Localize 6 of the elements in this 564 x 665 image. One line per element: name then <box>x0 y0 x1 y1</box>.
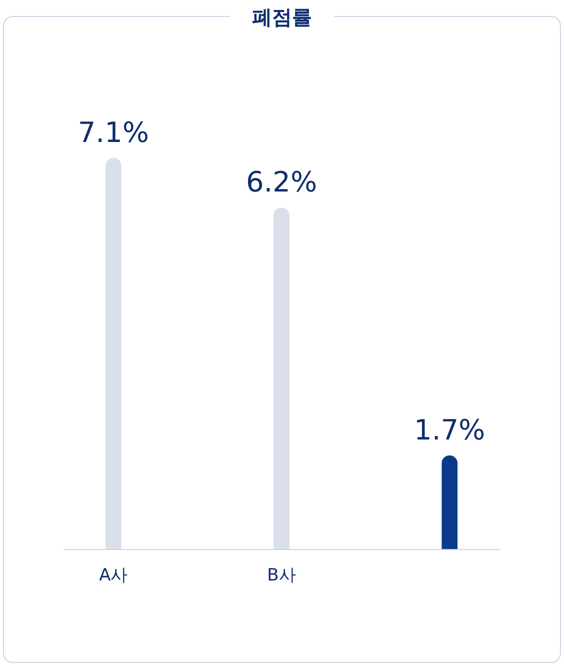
data-label: 1.7% <box>414 413 486 446</box>
x-tick-label: B사 <box>267 566 296 586</box>
data-label: 7.1% <box>78 116 149 149</box>
chart-title: 폐점률 <box>230 5 334 29</box>
data-label: 6.2% <box>246 166 318 199</box>
x-tick-label: A사 <box>99 566 128 586</box>
